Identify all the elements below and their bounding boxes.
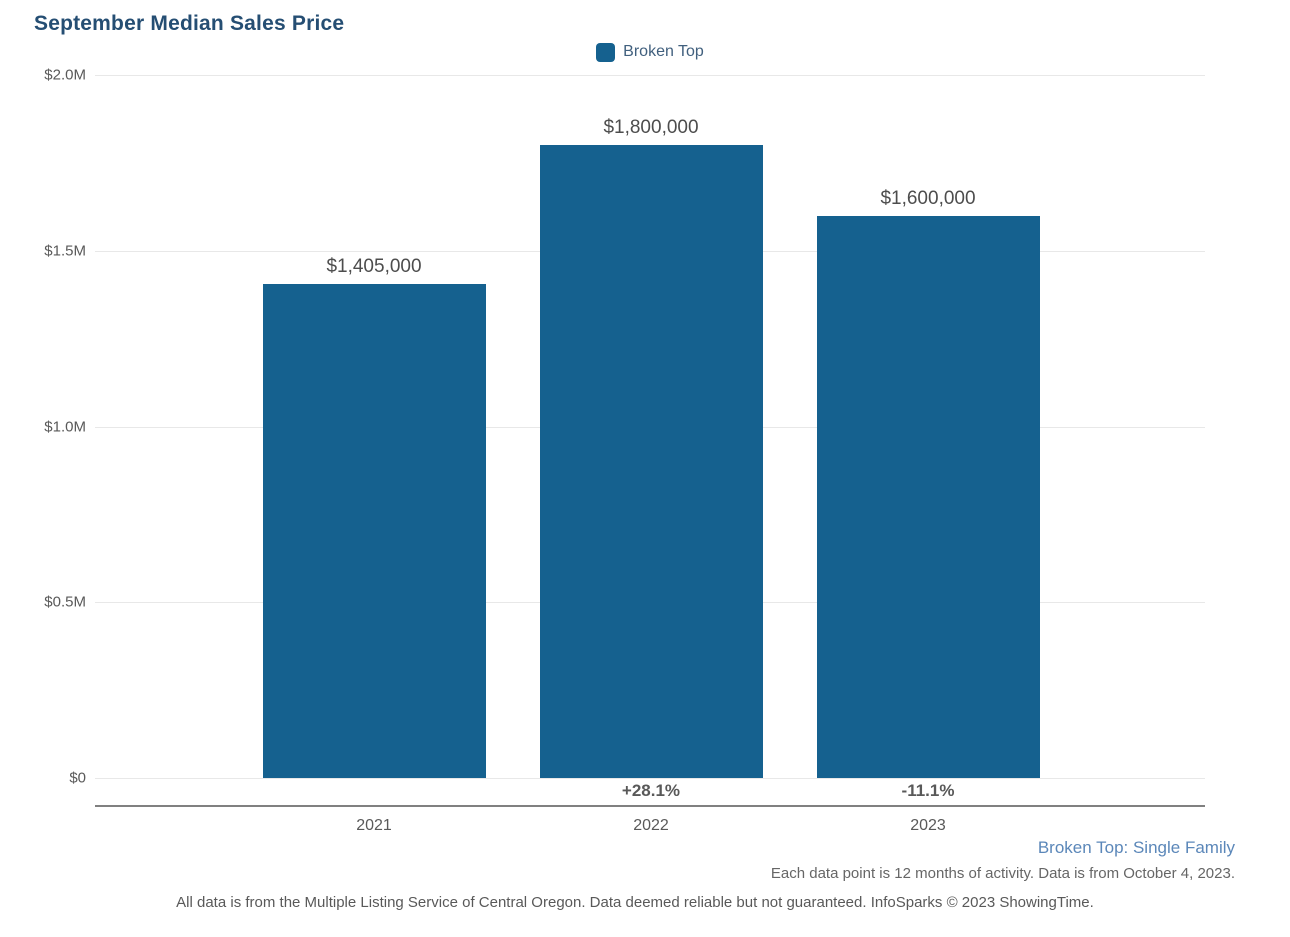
- series-definition-note: Broken Top: Single Family: [1037, 838, 1235, 857]
- y-gridline: [95, 778, 1205, 779]
- data-period-note: Each data point is 12 months of activity…: [770, 865, 1235, 882]
- x-axis-year-label: 2023: [910, 817, 946, 834]
- legend-swatch-icon: [596, 42, 616, 62]
- y-axis-tick-label: $0: [69, 769, 86, 787]
- x-axis-line: [95, 805, 1205, 807]
- pct-change-label: -11.1%: [901, 781, 955, 800]
- legend-item-broken-top[interactable]: Broken Top: [95, 41, 1205, 63]
- x-axis-year-label: 2021: [356, 817, 392, 834]
- y-axis-tick-label: $0.5M: [44, 593, 86, 611]
- x-axis-year-label: 2022: [633, 817, 669, 834]
- bar-2022[interactable]: [539, 145, 763, 778]
- bar-value-label: $1,800,000: [603, 117, 699, 138]
- chart-title: September Median Sales Price: [34, 12, 345, 35]
- pct-change-label: +28.1%: [621, 781, 681, 800]
- mls-disclaimer: All data is from the Multiple Listing Se…: [176, 894, 1094, 911]
- y-gridline: [95, 75, 1205, 76]
- bar-value-label: $1,405,000: [326, 256, 422, 277]
- bar-2021[interactable]: [262, 284, 486, 778]
- legend-label: Broken Top: [623, 43, 704, 60]
- bar-2023[interactable]: [816, 216, 1040, 778]
- bar-value-label: $1,600,000: [880, 188, 976, 209]
- y-axis-tick-label: $1.5M: [44, 242, 86, 260]
- y-axis-tick-label: $1.0M: [44, 418, 86, 436]
- y-axis-tick-label: $2.0M: [44, 66, 86, 84]
